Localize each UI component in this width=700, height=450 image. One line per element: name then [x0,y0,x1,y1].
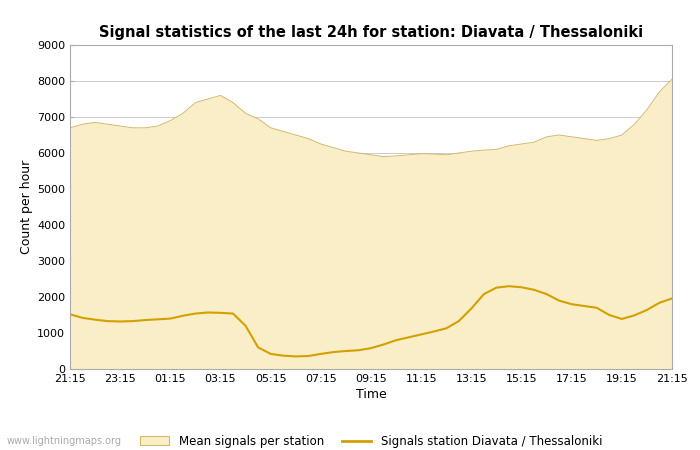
Y-axis label: Count per hour: Count per hour [20,160,33,254]
Legend: Mean signals per station, Signals station Diavata / Thessaloniki: Mean signals per station, Signals statio… [135,430,607,450]
Text: www.lightningmaps.org: www.lightningmaps.org [7,436,122,446]
Title: Signal statistics of the last 24h for station: Diavata / Thessaloniki: Signal statistics of the last 24h for st… [99,25,643,40]
X-axis label: Time: Time [356,388,386,401]
